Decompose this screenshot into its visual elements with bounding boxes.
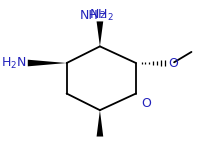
Text: O: O bbox=[142, 97, 151, 110]
Polygon shape bbox=[97, 21, 103, 46]
Text: NH: NH bbox=[80, 9, 98, 22]
Text: NH$_2$: NH$_2$ bbox=[89, 8, 114, 23]
Text: 2: 2 bbox=[99, 11, 105, 20]
Polygon shape bbox=[97, 110, 103, 137]
Text: H$_2$N: H$_2$N bbox=[1, 55, 26, 71]
Polygon shape bbox=[28, 60, 67, 66]
Text: O: O bbox=[168, 56, 178, 69]
